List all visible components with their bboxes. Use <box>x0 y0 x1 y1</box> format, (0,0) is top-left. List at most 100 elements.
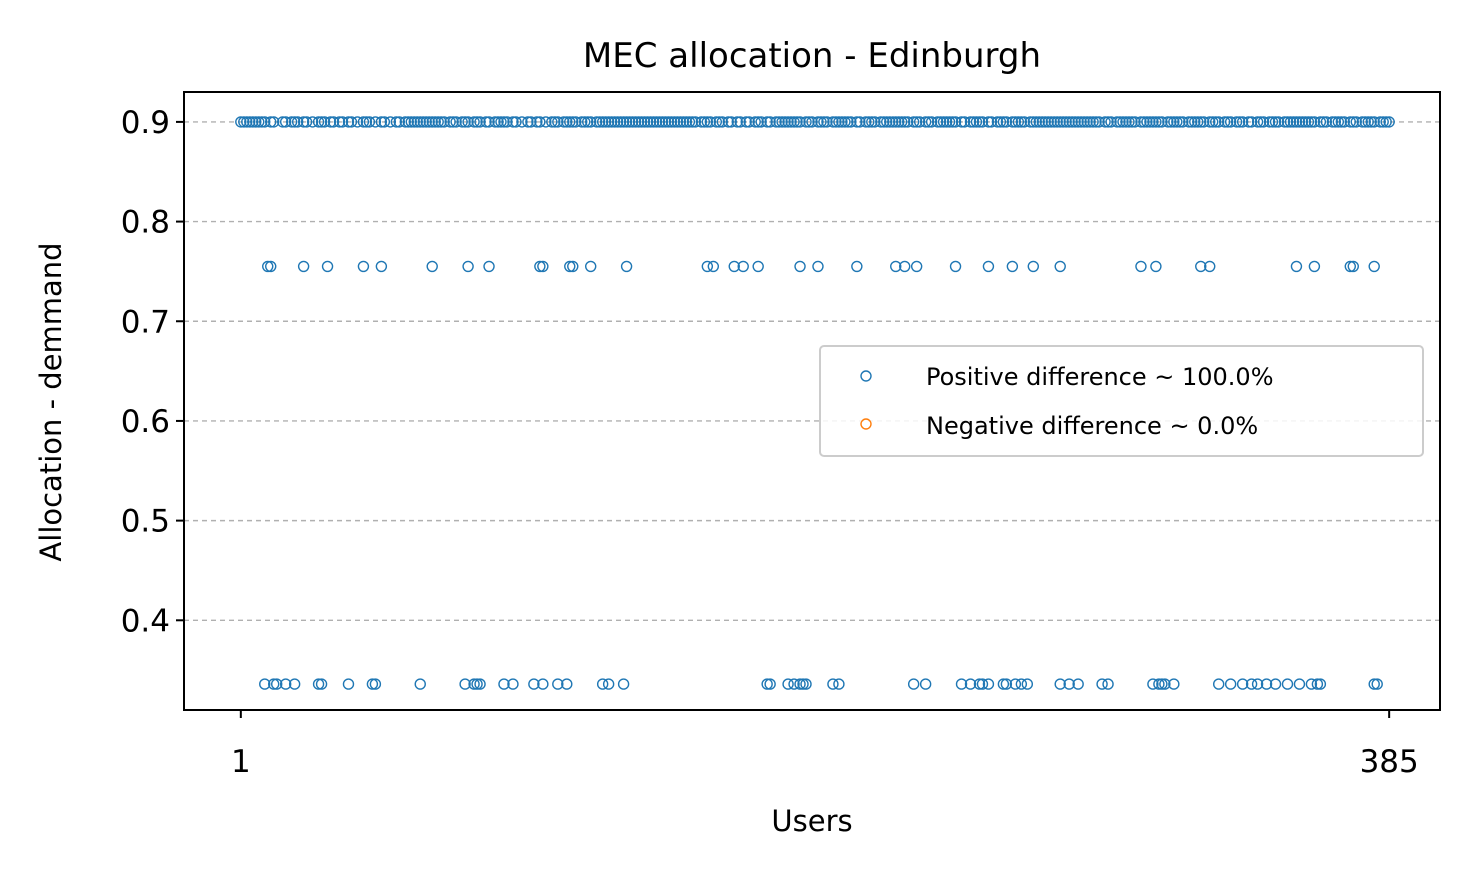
data-point <box>1251 116 1264 128</box>
data-point <box>1168 116 1180 128</box>
data-point <box>632 116 645 128</box>
data-point <box>1308 260 1321 273</box>
data-point <box>764 116 776 128</box>
data-point <box>285 116 298 128</box>
data-point <box>1332 116 1345 128</box>
data-point <box>982 260 995 273</box>
data-point <box>1123 116 1135 128</box>
data-point <box>1090 116 1102 128</box>
data-point <box>590 116 603 128</box>
chart-title: MEC allocation - Edinburgh <box>583 36 1041 76</box>
data-point <box>1236 116 1249 128</box>
data-point <box>528 678 540 690</box>
data-point <box>1015 116 1028 128</box>
data-point <box>1263 116 1276 128</box>
data-point <box>312 116 325 128</box>
data-point <box>1233 116 1246 128</box>
data-point <box>731 116 743 128</box>
data-point <box>1320 116 1333 128</box>
data-point <box>1099 116 1111 128</box>
data-point <box>1045 116 1057 128</box>
data-point <box>641 116 654 128</box>
data-point <box>405 116 417 128</box>
data-point <box>1317 116 1330 128</box>
data-point <box>788 678 800 690</box>
data-point <box>1030 116 1042 128</box>
data-point <box>474 678 486 690</box>
data-point <box>833 678 845 690</box>
data-point <box>1054 260 1066 273</box>
data-point <box>878 116 890 128</box>
data-point <box>620 260 633 273</box>
data-point <box>1230 116 1243 128</box>
data-point <box>1015 678 1028 690</box>
data-point <box>761 116 773 128</box>
data-point <box>884 116 896 128</box>
data-point <box>297 260 310 273</box>
data-point <box>318 116 331 128</box>
data-point <box>570 116 582 128</box>
data-point <box>1057 116 1069 128</box>
data-point <box>815 116 827 128</box>
data-point <box>483 260 495 273</box>
data-point <box>1027 260 1039 273</box>
data-point <box>552 678 564 690</box>
data-point <box>668 116 681 128</box>
data-point <box>752 260 764 273</box>
data-point <box>1311 678 1324 690</box>
y-tick-label: 0.5 <box>121 504 170 540</box>
data-point <box>426 116 438 128</box>
data-point <box>919 678 932 690</box>
data-point <box>1344 116 1356 128</box>
x-tick-label: 1 <box>231 744 251 780</box>
data-point <box>907 116 920 128</box>
data-point <box>1236 678 1249 690</box>
data-point <box>958 116 971 128</box>
data-point <box>268 678 280 690</box>
data-point <box>321 260 334 273</box>
data-point <box>1096 678 1108 690</box>
data-point <box>707 260 720 273</box>
data-point <box>564 260 576 273</box>
data-point <box>342 678 355 690</box>
data-point <box>925 116 938 128</box>
data-point <box>680 116 693 128</box>
data-point <box>1374 116 1386 128</box>
data-point <box>1335 116 1348 128</box>
y-axis-ticks: 0.4 0.5 0.6 0.7 0.8 0.9 <box>121 105 184 639</box>
data-point <box>1368 116 1380 128</box>
data-point <box>510 116 522 128</box>
data-point <box>534 260 546 273</box>
data-point <box>279 678 292 690</box>
data-point <box>806 116 818 128</box>
data-point <box>812 260 824 273</box>
data-point <box>1000 116 1013 128</box>
data-point <box>949 260 962 273</box>
data-point <box>468 678 480 690</box>
data-point <box>1063 678 1075 690</box>
data-point <box>982 678 995 690</box>
data-point <box>1290 116 1303 128</box>
data-point <box>492 116 504 128</box>
data-point <box>1371 678 1383 690</box>
data-point <box>770 116 782 128</box>
data-point <box>459 678 471 690</box>
data-point <box>1006 260 1019 273</box>
data-point <box>593 116 606 128</box>
data-point <box>982 116 995 128</box>
data-point <box>507 116 519 128</box>
data-point <box>728 260 740 273</box>
data-point <box>447 116 459 128</box>
data-point <box>345 116 358 128</box>
data-point <box>312 678 325 690</box>
data-point <box>1027 116 1039 128</box>
data-point <box>973 678 986 690</box>
legend-box <box>819 345 1424 457</box>
y-tick-label: 0.9 <box>121 105 170 141</box>
data-point <box>755 116 767 128</box>
data-point <box>1221 116 1234 128</box>
data-point <box>1006 116 1019 128</box>
data-point <box>1174 116 1186 128</box>
plot-area-frame <box>183 91 1441 711</box>
data-point <box>1368 260 1380 273</box>
